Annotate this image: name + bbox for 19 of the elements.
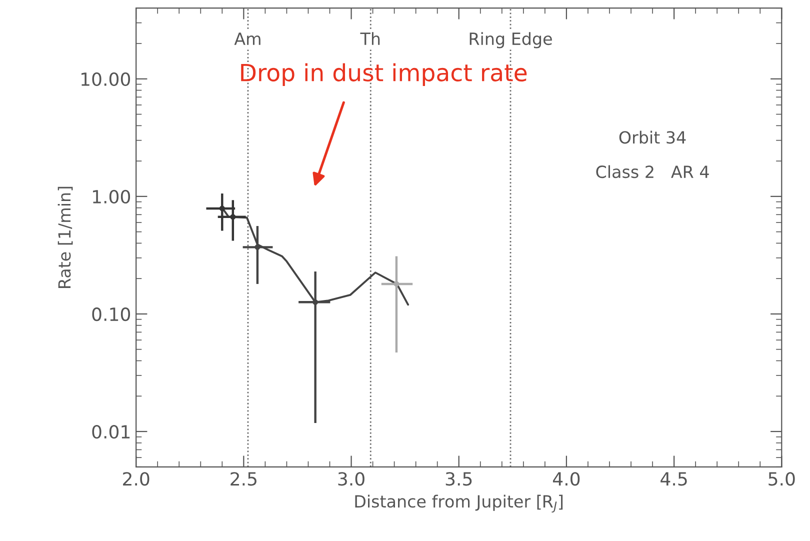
y-axis-title: Rate [1/min] (58, 186, 73, 288)
ref-line-label: Th (360, 32, 380, 45)
annotation: Class 2 AR 4 (596, 165, 709, 178)
ref-line-label: Am (234, 32, 260, 45)
annotation: Drop in dust impact rate (241, 63, 527, 86)
y-tick-label: 0.10 (92, 307, 130, 322)
x-tick-label: 2.5 (230, 472, 256, 486)
x-tick-label: 3.5 (446, 472, 472, 486)
ref-line-label: Ring Edge (470, 32, 552, 48)
y-tick-label: 0.01 (92, 424, 130, 439)
annotation: Orbit 34 (619, 130, 686, 144)
x-tick-label: 2.0 (123, 472, 150, 486)
y-tick-label: 1.00 (93, 190, 130, 204)
x-tick-label: 3.0 (338, 472, 364, 486)
y-tick-label: 10.00 (82, 72, 130, 86)
x-tick-label: 4.5 (660, 472, 687, 486)
x-axis-title: Distance from Jupiter [R$_{J}$] (355, 494, 563, 513)
x-tick-label: 5.0 (768, 472, 795, 486)
x-tick-label: 4.0 (552, 472, 580, 486)
